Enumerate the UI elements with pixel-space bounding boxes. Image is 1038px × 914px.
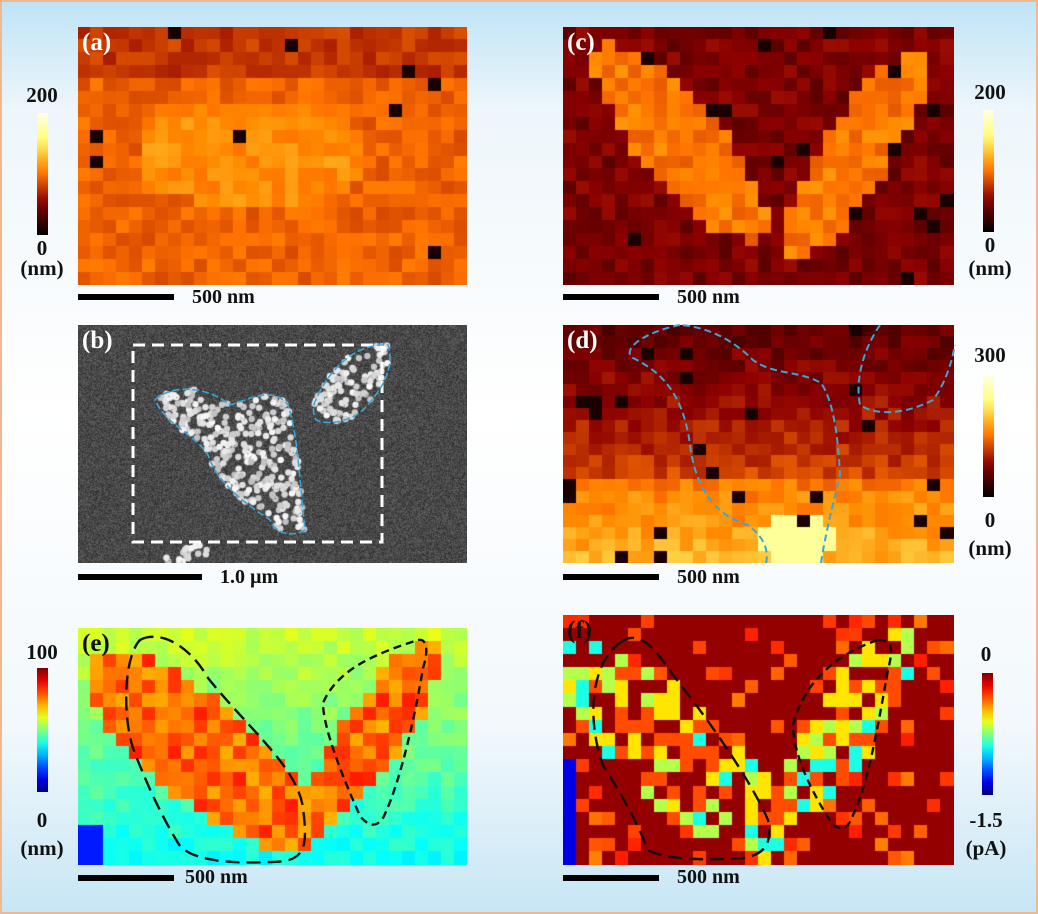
cluster-outline [321,638,428,826]
outline-overlay [125,635,428,864]
panel-label: (f) [567,617,592,644]
outline-overlay [592,636,893,861]
cluster-outline [125,635,307,864]
colorbar-f [982,673,993,795]
colorbar-max: 0 [980,642,992,666]
afm-height-map [78,628,467,865]
cluster-outline [791,638,893,830]
colorbar-a [37,113,48,235]
scale-bar-label: 500 nm [677,286,740,308]
outline-overlay [131,343,391,544]
scale-bar-label: 500 nm [677,866,740,888]
panel-a-topography: (a) [78,27,467,285]
colorbar-max: 200 [974,80,1006,104]
scale-bar [563,875,659,881]
colorbar-unit: (pA) [965,836,1007,860]
cluster-outline [154,388,306,535]
scale-bar [78,574,202,580]
panel-d-topography: (d) [563,324,956,564]
colorbar-max: 300 [974,343,1006,367]
cluster-outline [312,344,391,424]
cluster-outline [857,324,956,414]
panel-label: (d) [567,327,598,354]
scale-bar-label: 500 nm [677,566,740,588]
colorbar-max: 200 [26,83,58,107]
scan-region-box [131,343,384,544]
outline-overlay [628,324,956,564]
cluster-outline [592,636,771,861]
colorbar-unit: (nm) [968,536,1012,560]
sem-image [78,325,467,563]
scale-bar-label: 500 nm [192,286,255,308]
colorbar-min: 0 [36,236,48,260]
scale-bar [78,294,174,300]
panel-label: (b) [82,327,113,354]
cluster-outline [628,324,842,564]
afm-height-map [78,27,467,285]
afm-height-map [563,27,954,285]
panel-c-topography: (c) [563,27,954,285]
colorbar-e [37,668,48,792]
colorbar-min: 0 [984,508,996,532]
scale-bar-label: 500 nm [185,866,248,888]
scale-bar [78,875,174,881]
colorbar-max: 100 [26,640,58,664]
afm-height-map [563,325,954,563]
colorbar-d [983,375,994,497]
scale-bar-label: 1.0 µm [220,566,279,588]
panel-label: (e) [82,630,110,657]
panel-e-height-jet: (e) [78,628,467,865]
panel-f-current-map: (f) [563,615,954,865]
panel-label: (c) [567,29,595,56]
colorbar-min: 0 [984,233,996,257]
current-map [563,615,954,865]
colorbar-unit: (nm) [968,256,1012,280]
colorbar-c [983,110,994,232]
panel-label: (a) [82,29,112,56]
colorbar-min: 0 [36,808,48,832]
panel-b-sem: (b) [78,325,467,563]
colorbar-unit: (nm) [20,836,64,860]
scale-bar [563,294,659,300]
colorbar-unit: (nm) [20,256,64,280]
scale-bar [563,574,659,580]
colorbar-min: -1.5 [969,808,1003,832]
